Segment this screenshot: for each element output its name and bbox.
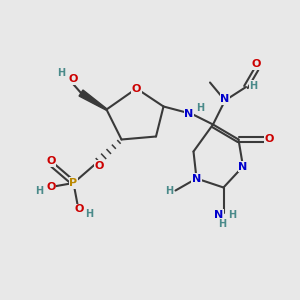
Text: H: H [228,210,236,220]
Text: H: H [57,68,66,79]
Polygon shape [79,90,107,110]
Text: O: O [68,74,78,84]
Text: H: H [165,185,173,196]
Text: H: H [249,80,258,91]
Text: H: H [85,208,94,219]
Text: O: O [46,182,56,192]
Text: N: N [220,94,230,104]
Text: N: N [192,173,201,184]
Text: H: H [196,103,205,113]
Text: N: N [184,109,194,119]
Text: N: N [214,209,224,220]
Text: O: O [75,204,84,214]
Text: O: O [265,134,274,145]
Text: H: H [218,219,226,230]
Text: O: O [46,156,56,167]
Text: H: H [35,186,43,196]
Text: N: N [238,161,247,172]
Text: O: O [252,59,261,70]
Text: P: P [69,178,78,188]
Text: O: O [132,83,141,94]
Text: O: O [95,161,104,171]
